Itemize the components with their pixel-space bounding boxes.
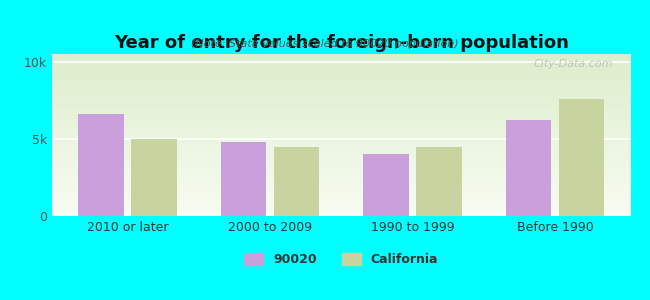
Title: Year of entry for the foreign-born population: Year of entry for the foreign-born popul… (114, 34, 569, 52)
Bar (131, 139, 177, 216)
Bar (506, 120, 551, 216)
Legend: 90020, California: 90020, California (239, 248, 443, 271)
Bar (78, 114, 124, 216)
Bar (363, 154, 409, 216)
Bar (558, 99, 605, 216)
Bar (416, 147, 462, 216)
Bar (221, 142, 266, 216)
Text: (Note: State values scaled to 90020 population): (Note: State values scaled to 90020 popu… (191, 39, 459, 49)
Text: City-Data.com: City-Data.com (534, 59, 613, 69)
Bar (274, 147, 319, 216)
